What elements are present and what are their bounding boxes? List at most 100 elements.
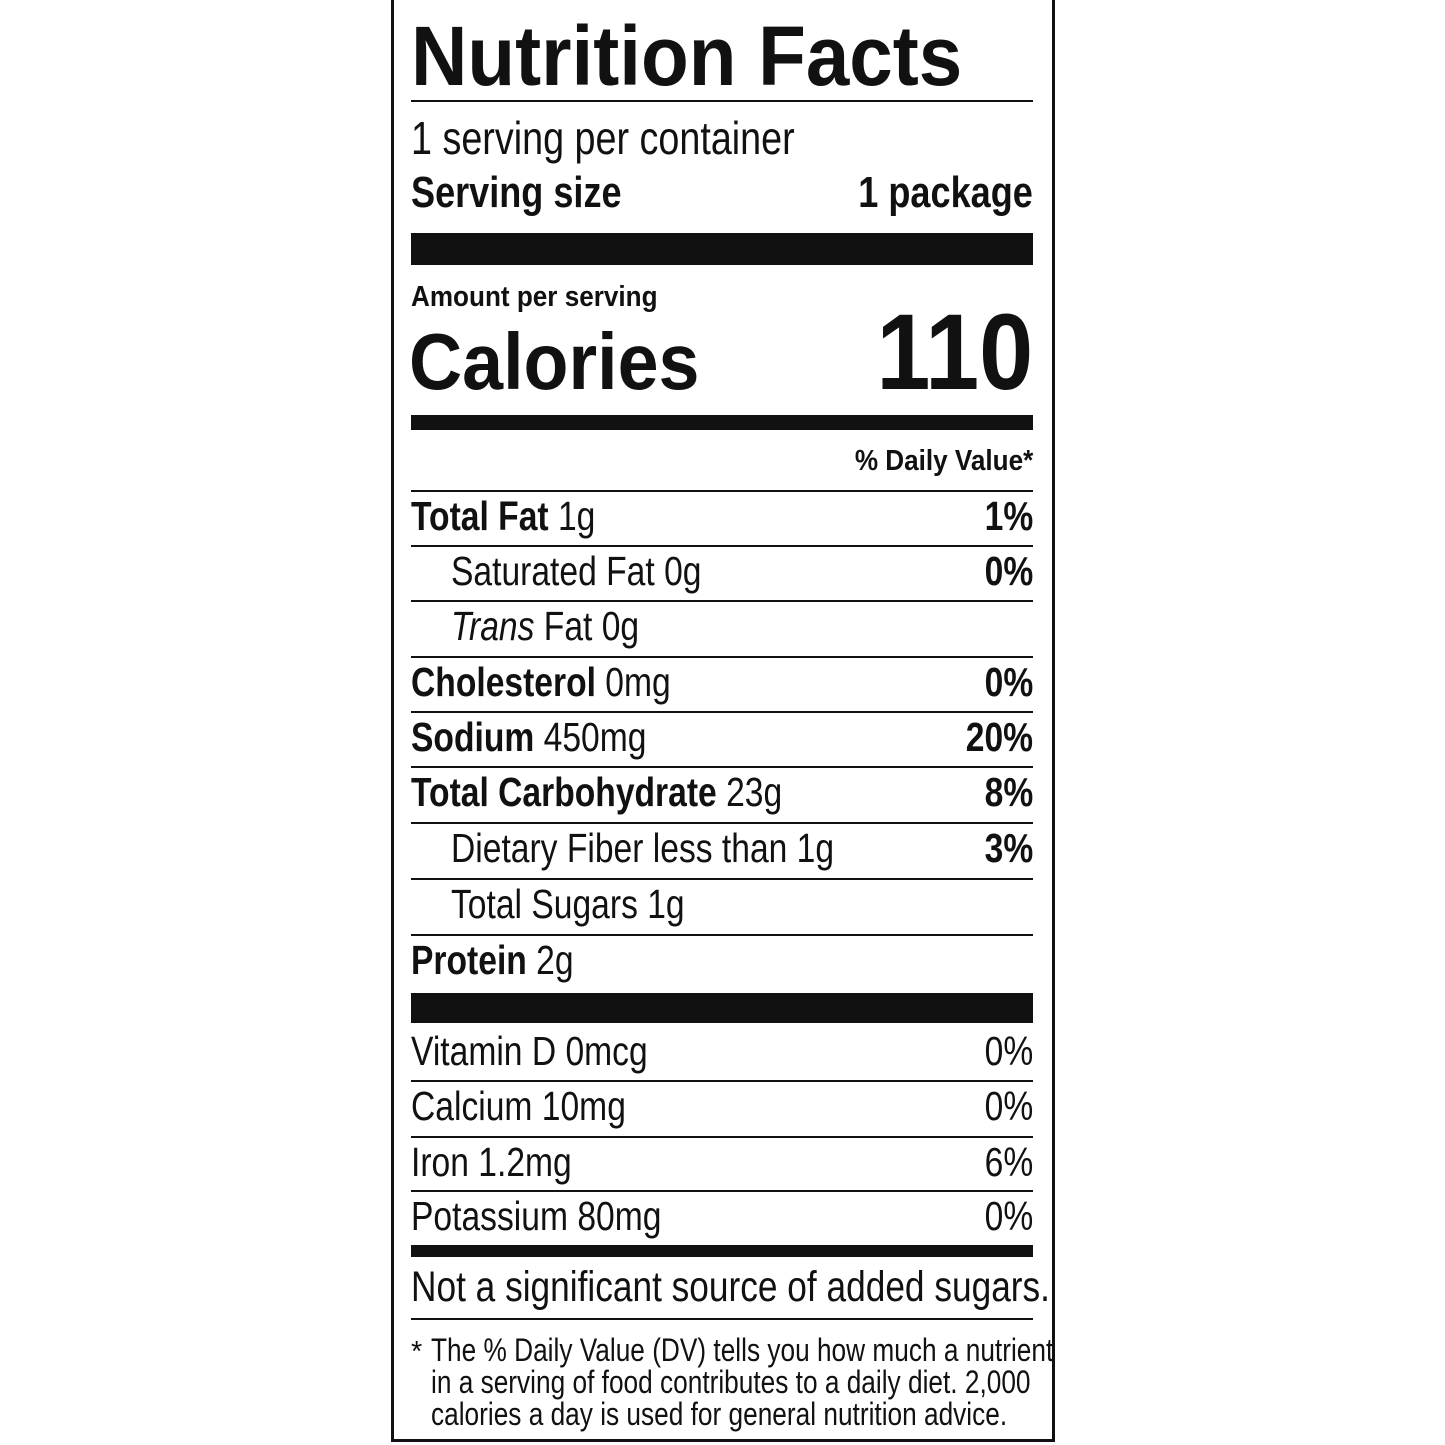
medium-divider (411, 1245, 1033, 1257)
thick-divider (411, 993, 1033, 1023)
nutrient-name: Total Sugars (451, 881, 638, 927)
divider (411, 878, 1033, 880)
added-sugars-note: Not a significant source of added sugars… (411, 1262, 1190, 1312)
serving-size-value: 1 package (820, 168, 1033, 218)
vitamin-daily-value-text: 0% (984, 1193, 1033, 1239)
nutrient-name: Protein (411, 937, 527, 983)
footnote-mark: * (411, 1336, 422, 1368)
nutrient-row: Total Fat 1g 1% (411, 490, 1033, 545)
nutrient-label-text: Cholesterol 0mg (411, 659, 671, 705)
nutrient-label: Total Fat 1g (411, 493, 636, 539)
thick-divider (411, 233, 1033, 265)
servings-per-container: 1 serving per container (411, 112, 879, 164)
nutrient-row: Sodium 450mg 20% (411, 711, 1033, 766)
calories-label: Calories (409, 318, 725, 406)
vitamin-name: Calcium (411, 1083, 533, 1129)
vitamin-amount: 0mcg (565, 1028, 648, 1074)
vitamin-row: Iron 1.2mg 6% (411, 1136, 1033, 1191)
vitamin-daily-value: 0% (974, 1193, 1033, 1239)
amount-per-serving: Amount per serving (411, 280, 685, 314)
nutrient-amount: 0g (601, 603, 640, 649)
nutrient-name: Total Fat (411, 493, 549, 539)
vitamin-name: Potassium (411, 1193, 568, 1239)
nutrient-label-text: Trans Fat 0g (451, 603, 639, 649)
medium-divider (411, 415, 1033, 430)
nutrient-label: Trans Fat 0g (451, 603, 680, 649)
footnote-line: calories a day is used for general nutri… (431, 1396, 1008, 1432)
vitamin-daily-value-text: 0% (984, 1028, 1033, 1074)
nutrition-label-border (391, 0, 1055, 1442)
nutrient-label-text: Total Sugars 1g (451, 881, 685, 927)
nutrient-amount: 1g (647, 881, 685, 927)
divider (411, 822, 1033, 824)
vitamin-name: Vitamin D (411, 1028, 557, 1074)
nutrient-label: Total Carbohydrate 23g (411, 769, 864, 815)
nutrient-amount: 2g (536, 937, 574, 983)
vitamin-label-text: Calcium 10mg (411, 1083, 626, 1129)
label-title: Nutrition Facts (411, 8, 1004, 104)
nutrient-label-text: Protein 2g (411, 937, 574, 983)
nutrient-daily-value-text: 1% (984, 493, 1033, 539)
vitamin-amount: 1.2mg (478, 1139, 572, 1185)
footnote: The % Daily Value (DV) tells you how muc… (431, 1334, 1190, 1430)
divider (411, 600, 1033, 602)
nutrient-name: Total Carbohydrate (411, 769, 717, 815)
nutrient-daily-value-text: 0% (984, 548, 1033, 594)
nutrient-amount: 0mg (605, 659, 671, 705)
calories-label-text: Calories (409, 317, 700, 406)
nutrient-name: Sodium (411, 714, 535, 760)
vitamin-label: Calcium 10mg (411, 1083, 673, 1129)
nutrient-daily-value-text: 8% (984, 769, 1033, 815)
nutrient-daily-value: 0% (974, 548, 1033, 594)
vitamin-label: Vitamin D 0mcg (411, 1028, 700, 1074)
divider (411, 1318, 1033, 1320)
nutrient-name-italic: Trans (451, 603, 535, 649)
divider (411, 1136, 1033, 1138)
vitamin-row: Calcium 10mg 0% (411, 1080, 1033, 1135)
nutrient-label-text: Dietary Fiber less than 1g (451, 825, 834, 871)
footnote-line: The % Daily Value (DV) tells you how muc… (431, 1332, 1054, 1368)
nutrient-daily-value-text: 0% (984, 659, 1033, 705)
nutrient-row: Dietary Fiber less than 1g 3% (411, 822, 1033, 877)
divider (411, 766, 1033, 768)
nutrient-label: Saturated Fat 0g (451, 548, 756, 594)
serving-size-label-text: Serving size (411, 168, 622, 217)
divider (411, 490, 1033, 492)
vitamin-daily-value-text: 6% (984, 1139, 1033, 1185)
nutrient-label: Cholesterol 0mg (411, 659, 728, 705)
nutrient-name: Dietary Fiber (451, 825, 644, 871)
nutrient-row: Trans Fat 0g (411, 600, 1033, 655)
nutrient-daily-value: 1% (974, 493, 1033, 539)
nutrient-name: Saturated Fat (451, 548, 655, 594)
vitamin-daily-value: 0% (974, 1083, 1033, 1129)
vitamin-row: Potassium 80mg 0% (411, 1190, 1033, 1245)
vitamin-daily-value: 0% (974, 1028, 1033, 1074)
divider (411, 1190, 1033, 1192)
nutrient-row: Total Carbohydrate 23g 8% (411, 766, 1033, 821)
nutrient-daily-value-text: 20% (965, 714, 1033, 760)
nutrient-daily-value: 20% (951, 714, 1033, 760)
nutrient-label-text: Total Carbohydrate 23g (411, 769, 782, 815)
vitamin-row: Vitamin D 0mcg 0% (411, 1023, 1033, 1080)
daily-value-header-text: % Daily Value* (854, 445, 1033, 477)
nutrient-amount: 23g (726, 769, 783, 815)
divider (411, 1080, 1033, 1082)
footnote-mark-text: * (411, 1336, 423, 1368)
divider (411, 100, 1033, 102)
added-sugars-note-text: Not a significant source of added sugars… (411, 1263, 1050, 1311)
nutrient-label-text: Total Fat 1g (411, 493, 595, 539)
divider (411, 656, 1033, 658)
nutrient-amount: 0g (664, 548, 702, 594)
vitamin-amount: 80mg (577, 1193, 662, 1239)
nutrient-name: Cholesterol (411, 659, 596, 705)
serving-size-label: Serving size (411, 168, 668, 218)
label-title-text: Nutrition Facts (411, 9, 963, 103)
divider (411, 711, 1033, 713)
nutrient-daily-value: 8% (974, 769, 1033, 815)
vitamin-amount: 10mg (541, 1083, 626, 1129)
vitamin-name: Iron (411, 1139, 469, 1185)
nutrient-amount: 1g (557, 493, 596, 539)
vitamin-label: Potassium 80mg (411, 1193, 716, 1239)
vitamin-label-text: Iron 1.2mg (411, 1139, 572, 1185)
nutrient-amount: 450mg (543, 714, 647, 760)
